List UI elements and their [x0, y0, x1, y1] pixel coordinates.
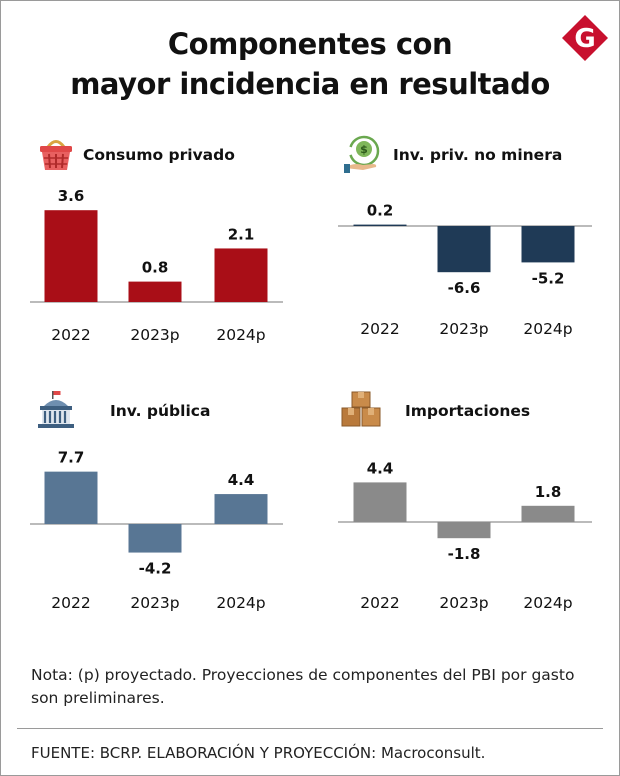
bar — [128, 281, 182, 302]
data-label: -5.2 — [532, 269, 565, 287]
chart-title-importaciones: Importaciones — [405, 402, 531, 420]
chart-title-consumo-privado: Consumo privado — [83, 146, 235, 164]
tick-label: 2023p — [130, 326, 179, 344]
bar — [353, 482, 407, 522]
bar — [44, 471, 98, 524]
data-label: -4.2 — [139, 560, 172, 578]
tick-label: 2023p — [130, 594, 179, 612]
bar — [128, 524, 182, 553]
data-label: 0.2 — [367, 202, 394, 220]
tick-label: 2024p — [523, 594, 572, 612]
money-plant-icon: $ — [344, 135, 380, 173]
bar — [214, 248, 268, 302]
bar — [44, 210, 98, 302]
data-label: 1.8 — [535, 483, 562, 501]
bar — [353, 224, 407, 226]
title-line-1: Componentes con — [167, 27, 453, 61]
data-label: 4.4 — [228, 471, 255, 489]
government-building-icon — [38, 391, 74, 428]
gestion-logo-icon: G — [562, 15, 608, 61]
bar — [521, 226, 575, 263]
data-label: 2.1 — [228, 225, 255, 243]
boxes-icon — [341, 391, 381, 427]
chart-title-inv-priv-no-minera: Inv. priv. no minera — [393, 146, 563, 164]
tick-label: 2023p — [439, 320, 488, 338]
chart-title-inv-publica: Inv. pública — [110, 402, 211, 420]
tick-label: 2022 — [51, 594, 90, 612]
data-label: 0.8 — [142, 259, 169, 277]
data-label: 4.4 — [367, 459, 394, 477]
tick-label: 2023p — [439, 594, 488, 612]
bar — [214, 494, 268, 524]
tick-label: 2022 — [360, 594, 399, 612]
svg-text:G: G — [574, 24, 595, 54]
bar — [437, 226, 491, 273]
title-line-2: mayor incidencia en resultado — [70, 67, 550, 101]
tick-label: 2024p — [523, 320, 572, 338]
bar — [437, 522, 491, 539]
page-title: Componentes con mayor incidencia en resu… — [0, 24, 620, 104]
tick-label: 2022 — [51, 326, 90, 344]
footnote: Nota: (p) proyectado. Proyecciones de co… — [31, 666, 575, 707]
tick-label: 2022 — [360, 320, 399, 338]
svg-text:$: $ — [360, 143, 368, 156]
data-label: 7.7 — [58, 449, 85, 467]
tick-label: 2024p — [216, 326, 265, 344]
data-label: -1.8 — [448, 545, 481, 563]
bar — [521, 505, 575, 522]
basket-icon — [40, 140, 72, 170]
divider — [17, 728, 603, 729]
data-label: -6.6 — [448, 279, 481, 297]
tick-label: 2024p — [216, 594, 265, 612]
data-label: 3.6 — [58, 187, 85, 205]
source-line: FUENTE: BCRP. ELABORACIÓN Y PROYECCIÓN: … — [31, 744, 486, 762]
